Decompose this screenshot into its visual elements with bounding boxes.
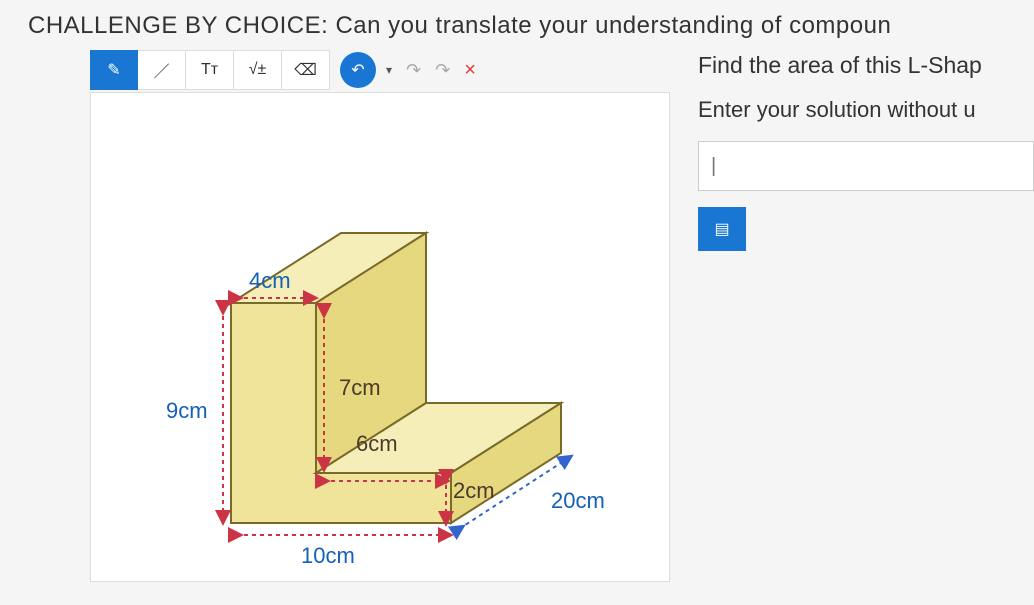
pen-icon: ✎ [107, 60, 120, 80]
text-icon: Tᴛ [201, 61, 218, 79]
dim-inner-height: 7cm [339, 375, 381, 401]
left-column: ✎ ／ Tᴛ √± ⌫ ↶ ▾ ↷ ↷ × [90, 48, 670, 582]
redo-icon[interactable]: ↷ [406, 60, 421, 81]
caret-down-icon[interactable]: ▾ [386, 63, 392, 77]
undo-icon: ↶ [351, 60, 364, 80]
close-icon[interactable]: × [464, 59, 476, 82]
dim-left-height: 9cm [166, 398, 208, 424]
question-line-1: Find the area of this L-Shap [698, 52, 1034, 79]
line-tool-button[interactable]: ／ [138, 50, 186, 90]
dim-top-width: 4cm [249, 268, 291, 294]
line-icon: ／ [153, 58, 169, 82]
dim-step-height: 2cm [453, 478, 495, 504]
dim-step-width: 6cm [356, 431, 398, 457]
dim-bottom-width: 10cm [301, 543, 355, 569]
drawing-canvas[interactable]: 4cm 9cm 7cm 6cm 2cm 10cm 20cm [90, 92, 670, 582]
answer-input[interactable] [698, 141, 1034, 191]
content-row: ✎ ／ Tᴛ √± ⌫ ↶ ▾ ↷ ↷ × [0, 48, 1034, 582]
toolbar-right: ▾ ↷ ↷ × [386, 59, 476, 82]
math-tool-button[interactable]: √± [234, 50, 282, 90]
undo-button[interactable]: ↶ [340, 52, 376, 88]
eraser-icon: ⌫ [294, 60, 317, 80]
toolbar: ✎ ／ Tᴛ √± ⌫ ↶ ▾ ↷ ↷ × [90, 48, 670, 92]
dim-depth: 20cm [551, 488, 605, 514]
calculator-icon: ▤ [714, 219, 729, 239]
page-title: CHALLENGE BY CHOICE: Can you translate y… [0, 0, 1034, 48]
redo2-icon[interactable]: ↷ [435, 60, 450, 81]
question-line-2: Enter your solution without u [698, 97, 1034, 123]
pen-tool-button[interactable]: ✎ [90, 50, 138, 90]
right-column: Find the area of this L-Shap Enter your … [670, 48, 1034, 582]
text-tool-button[interactable]: Tᴛ [186, 50, 234, 90]
eraser-tool-button[interactable]: ⌫ [282, 50, 330, 90]
math-icon: √± [249, 61, 267, 79]
calculator-button[interactable]: ▤ [698, 207, 746, 251]
